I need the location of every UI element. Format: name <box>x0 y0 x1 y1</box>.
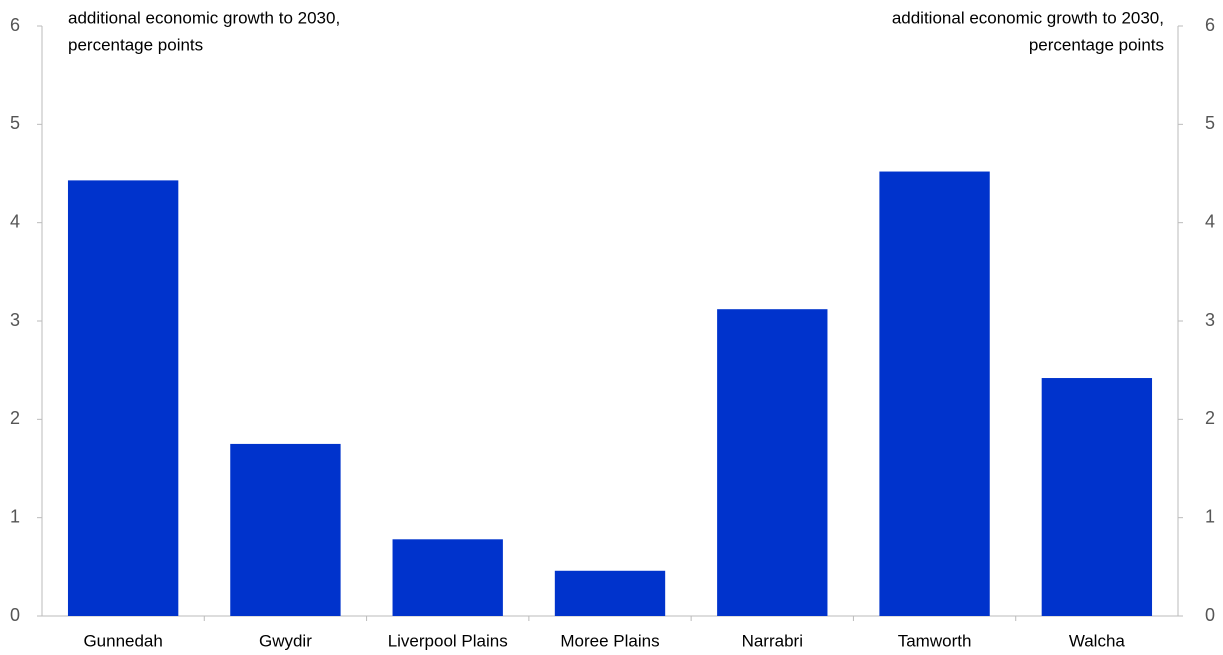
x-tick-label: Liverpool Plains <box>388 631 508 650</box>
x-tick-label: Gunnedah <box>83 631 162 650</box>
y-tick-label: 1 <box>10 506 20 526</box>
y2-tick-label: 6 <box>1205 15 1215 35</box>
y-axis-label: additional economic growth to 2030, <box>68 8 340 27</box>
y2-tick-label: 0 <box>1205 605 1215 625</box>
x-tick-label: Walcha <box>1069 631 1126 650</box>
x-tick-label: Gwydir <box>259 631 312 650</box>
x-tick-label: Moree Plains <box>560 631 659 650</box>
y2-axis-label: additional economic growth to 2030, <box>892 8 1164 27</box>
bar <box>230 443 341 616</box>
y2-tick-label: 5 <box>1205 113 1215 133</box>
y2-tick-label: 3 <box>1205 310 1215 330</box>
y2-tick-label: 2 <box>1205 408 1215 428</box>
y-tick-label: 2 <box>10 408 20 428</box>
y-tick-label: 6 <box>10 15 20 35</box>
bar <box>392 539 503 616</box>
y-tick-label: 0 <box>10 605 20 625</box>
y2-axis-label: percentage points <box>1029 35 1164 54</box>
x-tick-label: Narrabri <box>742 631 803 650</box>
y2-tick-label: 4 <box>1205 211 1215 231</box>
bar <box>554 570 666 616</box>
bar <box>717 309 828 616</box>
y-tick-label: 4 <box>10 211 20 231</box>
y2-tick-label: 1 <box>1205 506 1215 526</box>
y-tick-label: 3 <box>10 310 20 330</box>
y-tick-label: 5 <box>10 113 20 133</box>
bar <box>67 180 179 616</box>
y-axis-label: percentage points <box>68 35 203 54</box>
bar <box>1041 378 1153 616</box>
bar <box>879 171 990 617</box>
x-tick-label: Tamworth <box>898 631 972 650</box>
